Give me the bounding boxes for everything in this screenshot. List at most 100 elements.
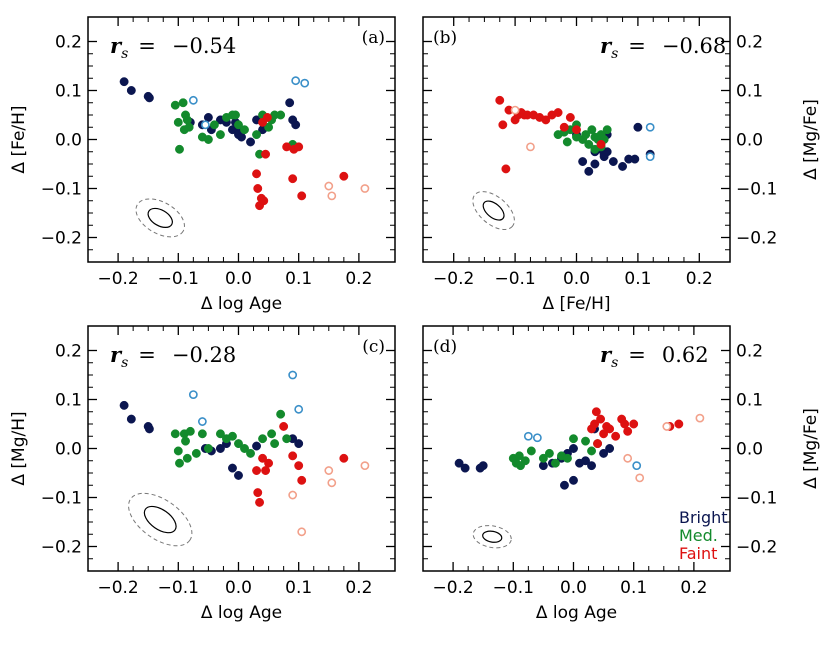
y-tick-label: −0.2 [736, 229, 777, 249]
data-point-faint [255, 497, 265, 507]
data-point-med [175, 458, 184, 468]
y-tick-label: −0.1 [41, 489, 82, 509]
data-point-med [234, 120, 243, 130]
data-point-faint [565, 113, 575, 122]
data-point-med [173, 446, 183, 456]
y-tick-label: −0.2 [41, 538, 82, 558]
data-point-faint-open [526, 142, 535, 152]
data-point-bright-open [188, 95, 198, 105]
data-point-med [584, 139, 594, 149]
data-point-med [282, 434, 292, 444]
y-tick-label: 0.2 [55, 33, 82, 53]
rs-value: 0.62 [662, 343, 709, 367]
data-point-bright [228, 463, 237, 473]
x-tick-label: −0.1 [158, 578, 199, 598]
y-tick-label: 0.1 [736, 82, 763, 102]
y-tick-label: −0.1 [736, 180, 777, 200]
y-tick-label: 0.2 [736, 342, 763, 362]
data-point-faint [264, 458, 274, 468]
x-tick-label: −0.2 [433, 269, 474, 289]
rs-annotation: rs = −0.68 [600, 33, 726, 62]
data-point-faint [590, 419, 600, 429]
y-axis-title: Δ [Fe/H] [9, 105, 29, 173]
data-point-bright-open [197, 417, 207, 426]
data-point-bright-open [300, 78, 310, 88]
data-point-med [544, 448, 554, 458]
data-point-faint [596, 414, 606, 424]
data-point-faint [591, 407, 601, 417]
data-point-med [270, 439, 280, 449]
y-axis-title: Δ [Mg/Fe] [801, 408, 821, 489]
data-point-faint-open [324, 181, 334, 191]
data-point-bright [126, 414, 136, 424]
rs-annotation: rs = −0.54 [110, 33, 236, 62]
rs-value: −0.54 [172, 34, 236, 58]
data-point-med [602, 125, 612, 135]
data-point-faint-open [327, 478, 337, 488]
data-point-bright [460, 463, 470, 473]
data-point-faint [253, 184, 263, 193]
x-tick-label: −0.2 [97, 269, 138, 289]
legend-entry-med: Med. [679, 526, 718, 545]
data-point-faint [288, 451, 298, 461]
data-point-faint [262, 113, 272, 122]
data-point-faint [339, 171, 349, 181]
data-point-bright [590, 159, 600, 169]
data-point-faint [294, 461, 304, 471]
data-point-med [228, 431, 237, 441]
data-point-bright [560, 480, 569, 490]
rs-equals: = [138, 34, 156, 58]
data-point-faint [252, 169, 261, 179]
data-point-bright [246, 137, 255, 147]
panel-tag: (a) [362, 28, 385, 48]
data-point-bright-open [200, 120, 210, 130]
data-point-bright [630, 154, 640, 164]
data-point-med [234, 439, 243, 449]
rs-annotation: rs = 0.62 [600, 342, 709, 371]
data-point-med [203, 444, 213, 453]
data-point-med [170, 429, 180, 439]
panel-d: −0.2 −0.1 0.0 0.1 0.2 0.2 0.1 0.0 −0.1 −0.2 Δ log … [422, 325, 821, 623]
x-axis-title: Δ log Age [201, 294, 282, 314]
data-point-faint [253, 488, 263, 498]
x-axis-title: Δ log Age [536, 603, 617, 623]
error-ellipse-2sigma [472, 525, 512, 549]
rs-symbol: r [110, 33, 123, 58]
error-ellipse-1sigma [482, 530, 503, 543]
data-point-bright [285, 98, 295, 108]
y-tick-label: −0.1 [41, 180, 82, 200]
data-point-med [267, 429, 277, 439]
rs-value: −0.28 [172, 343, 236, 367]
data-point-bright-open [532, 433, 542, 443]
x-tick-label: 0.2 [345, 269, 372, 289]
rs-equals: = [138, 343, 156, 367]
error-ellipse-1sigma [482, 200, 505, 221]
data-point-faint [259, 196, 269, 206]
data-point-bright [478, 461, 488, 471]
data-point-faint-open [360, 461, 370, 471]
panel-b: −0.2 −0.1 0.0 0.1 0.2 0.2 0.1 0.0 −0.1 −0.2 Δ [Fe/… [422, 16, 821, 314]
data-point-med [191, 448, 201, 458]
data-point-bright [144, 424, 154, 434]
data-point-bright [602, 147, 612, 157]
data-point-med [569, 434, 578, 444]
data-point-bright [252, 441, 261, 451]
error-ellipse-2sigma [472, 191, 515, 231]
rs-value: −0.68 [662, 34, 726, 58]
x-tick-label: −0.1 [494, 269, 535, 289]
data-point-faint [288, 174, 298, 184]
rs-symbol: r [110, 342, 123, 367]
data-point-bright [578, 157, 588, 167]
x-tick-label: 0.2 [686, 269, 713, 289]
data-point-faint [593, 439, 603, 449]
data-point-bright-open [523, 431, 533, 441]
y-tick-label: 0.0 [736, 131, 763, 151]
y-tick-label: 0.0 [55, 440, 82, 460]
data-point-med [215, 429, 225, 439]
data-point-med [581, 130, 591, 140]
y-tick-label: 0.1 [736, 391, 763, 411]
data-point-faint [596, 139, 606, 149]
data-point-med [170, 100, 180, 110]
y-tick-label: −0.2 [736, 538, 777, 558]
